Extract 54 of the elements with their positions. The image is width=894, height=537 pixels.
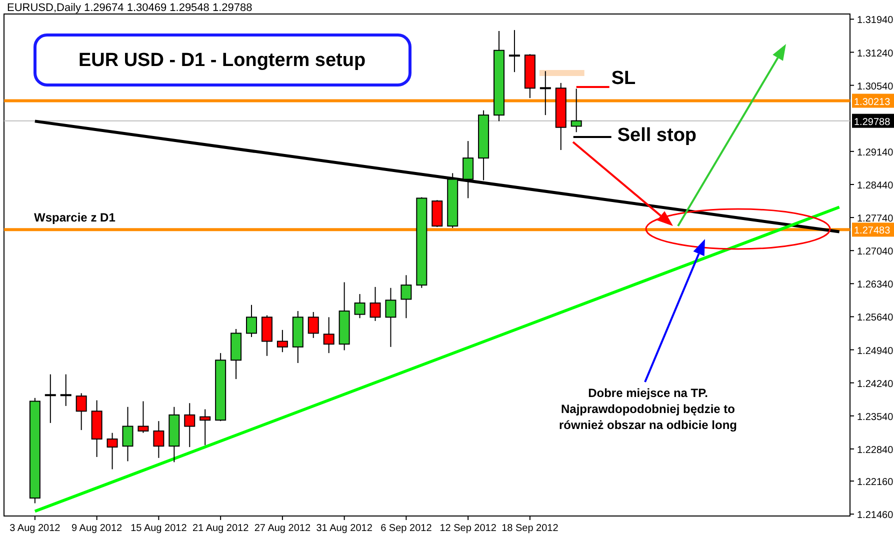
x-tick-label: 31 Aug 2012	[316, 523, 373, 534]
y-tick-label: 1.24940	[857, 346, 894, 357]
annotation: Dobre miejsce na TP. Najprawdopodobniej będzie to również obszar na odbicie long	[558, 386, 738, 432]
candlestick	[44, 374, 56, 424]
ref-line-label: 1.27483	[854, 226, 891, 237]
ref-line-label: 1.30213	[854, 96, 891, 108]
y-tick-label: 1.22840	[857, 444, 894, 456]
y-tick-label: 1.27740	[857, 214, 894, 225]
chart-subtitle: EURUSD,Daily 1.29674 1.30469 1.29548 1.29788	[7, 2, 252, 14]
x-tick-label: 18 Sep 2012	[502, 523, 559, 534]
candlestick	[106, 432, 118, 470]
candlestick	[385, 287, 396, 348]
candlestick	[400, 274, 412, 319]
candlestick	[60, 374, 72, 406]
y-tick-label: 1.23540	[857, 412, 894, 423]
y-tick-label: 1.27040	[857, 246, 894, 258]
y-tick-label: 1.24240	[857, 378, 894, 390]
annotation: Sell stop	[617, 125, 697, 146]
y-tick-label: 1.26340	[857, 280, 894, 291]
candlestick	[462, 140, 474, 199]
y-tick-label: 1.21460	[857, 510, 894, 522]
candlestick	[153, 420, 164, 458]
candlestick	[76, 392, 87, 431]
y-tick-label: 1.29140	[857, 147, 894, 158]
y-tick-label: 1.30540	[857, 81, 894, 92]
text: EUR USD - D1 - Longterm setup	[78, 50, 366, 71]
candlestick	[276, 329, 288, 353]
y-tick-label: 1.31240	[857, 48, 894, 60]
annotation: Wsparcie z D1	[34, 210, 116, 225]
candlestick	[508, 30, 520, 73]
candlestick	[540, 70, 551, 116]
candlestick	[122, 406, 134, 462]
x-tick-label: 6 Sep 2012	[380, 523, 432, 534]
annotation: SL	[611, 68, 636, 89]
candlestick	[570, 88, 582, 133]
y-tick-label: 1.25640	[857, 312, 894, 324]
x-tick-label: 15 Aug 2012	[130, 523, 188, 534]
x-tick-label: 27 Aug 2012	[254, 523, 311, 534]
y-tick-label: 1.28440	[857, 180, 894, 192]
candlestick	[184, 402, 196, 448]
candlestick	[308, 311, 319, 338]
y-tick-label: 1.31940	[857, 15, 894, 26]
x-tick-label: 9 Aug 2012	[72, 523, 123, 534]
x-tick-label: 12 Sep 2012	[440, 523, 497, 534]
candlestick	[246, 304, 258, 338]
candlestick	[370, 286, 381, 322]
y-tick-label: 1.22160	[857, 477, 894, 488]
candlestick	[354, 294, 366, 319]
candlestick	[138, 400, 149, 434]
x-tick-label: 21 Aug 2012	[192, 523, 250, 534]
candlestick	[323, 316, 334, 354]
candlestick	[200, 408, 211, 446]
x-tick-label: 3 Aug 2012	[10, 523, 61, 534]
ref-line-label: 1.29788	[854, 116, 891, 128]
